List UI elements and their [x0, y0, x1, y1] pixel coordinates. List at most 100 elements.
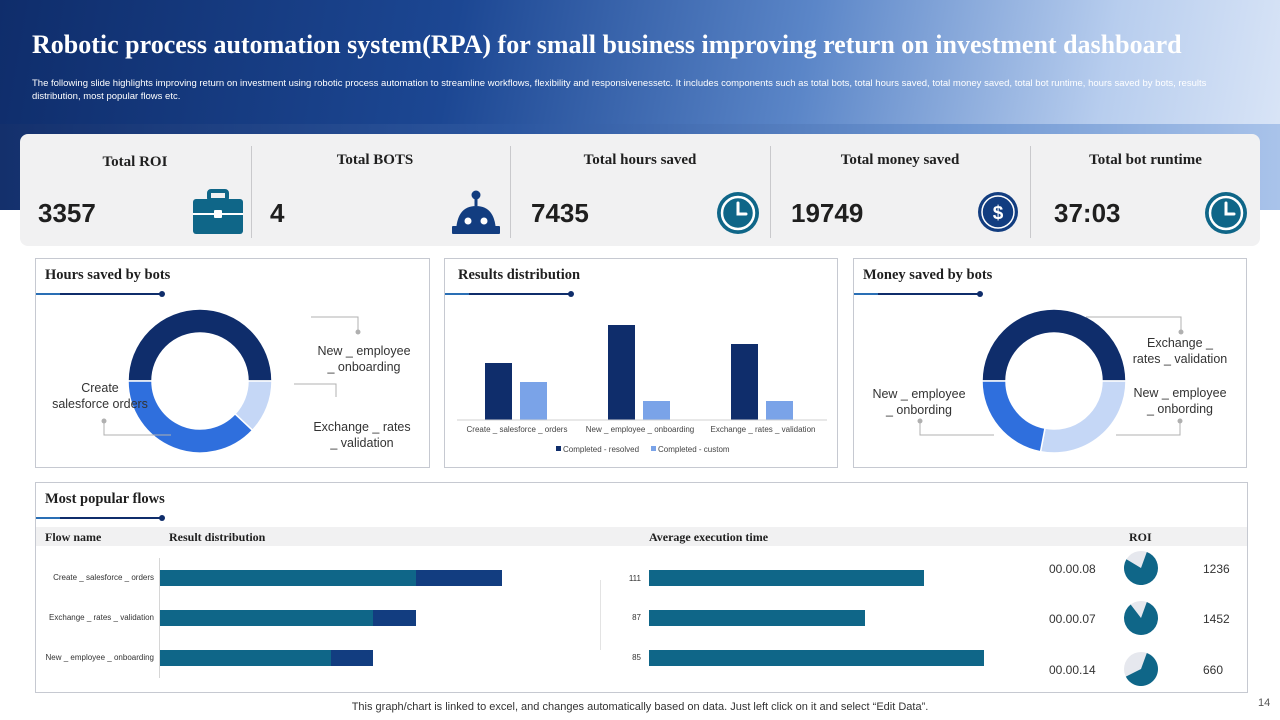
bar-custom: [766, 401, 793, 420]
kpi-label: Total BOTS: [336, 152, 414, 168]
leader-line: [1086, 316, 1182, 332]
label-new-employee: New _ employee _ onboarding: [317, 344, 411, 374]
results-distribution-panel: Results distribution Create _ salesforce…: [444, 258, 838, 468]
roi-pie: [1124, 551, 1158, 585]
label-create-salesforce: Create salesforce orders: [52, 381, 148, 411]
briefcase-icon: [193, 189, 243, 234]
roi-value: 660: [1203, 663, 1224, 677]
leader-dot: [355, 329, 361, 335]
page-title: Robotic process automation system(RPA) f…: [32, 30, 1182, 59]
panel-title: Hours saved by bots: [45, 267, 171, 283]
donut-slices: [981, 308, 1127, 454]
page-number: 14: [1258, 697, 1271, 709]
footer-note: This graph/chart is linked to excel, and…: [351, 701, 929, 713]
exec-time: 00.00.08: [1049, 562, 1096, 576]
result-bar-resolved: [160, 570, 416, 586]
th-average-execution-time: Average execution time: [649, 530, 769, 544]
result-bar-resolved: [160, 610, 373, 626]
bar-resolved: [608, 325, 635, 420]
clock-icon: [717, 192, 759, 234]
leader-line: [1116, 421, 1181, 436]
category-labels: Create _ salesforce _ orders New _ employ…: [467, 425, 816, 434]
exec-bar: [649, 650, 984, 666]
exec-count: 85: [632, 653, 641, 662]
flow-name: Create _ salesforce _ orders: [53, 573, 154, 582]
kpi-total-roi: Total ROI 3357: [20, 134, 250, 246]
title-underline: [854, 291, 983, 297]
roi-pie-slice: [1124, 602, 1158, 635]
popular-flows-panel: Most popular flows: [35, 482, 1248, 693]
roi-pie-slice: [1124, 552, 1158, 585]
kpi-label: Total bot runtime: [1089, 152, 1202, 168]
leader-dot: [917, 418, 923, 424]
dollar-icon: $: [978, 192, 1018, 232]
kpi-divider: [510, 146, 511, 238]
legend-custom: Completed - custom: [658, 445, 730, 454]
flow-name: New _ employee _ onboarding: [45, 653, 154, 662]
money-donut-chart: [917, 308, 1184, 454]
x-tick-label: Exchange _ rates _ validation: [711, 425, 816, 434]
exec-bar: [649, 570, 925, 586]
robot-icon: [452, 190, 500, 234]
bar-custom: [520, 382, 547, 420]
x-tick-label: Create _ salesforce _ orders: [467, 425, 568, 434]
kpi-value: 19749: [791, 198, 864, 228]
exec-count: 87: [632, 613, 641, 622]
bar-resolved: [485, 363, 512, 420]
kpi-value: 3357: [38, 198, 96, 228]
donut-slice: [127, 308, 273, 382]
donut-slice: [981, 380, 1046, 453]
bar-custom: [643, 401, 670, 420]
panel-title: Most popular flows: [45, 491, 165, 507]
title-underline: [445, 291, 574, 297]
leader-dot: [101, 418, 107, 424]
kpi-value: 4: [270, 198, 285, 228]
hours-saved-panel: Hours saved by bots New _ employee _ onb…: [35, 258, 430, 468]
exec-bar: [649, 610, 865, 626]
kpi-label: Total money saved: [840, 152, 960, 168]
leader-dot: [1177, 418, 1183, 424]
legend-swatch-resolved: [556, 446, 561, 451]
hours-donut-chart: [101, 308, 361, 454]
kpi-label: Total ROI: [102, 154, 168, 170]
flow-name: Exchange _ rates _ validation: [49, 613, 154, 622]
th-result-distribution: Result distribution: [169, 530, 266, 544]
page-subtitle: The following slide highlights improving…: [32, 78, 1207, 102]
kpi-value: 7435: [531, 198, 589, 228]
bar-marks: [485, 325, 793, 420]
flows-axis-left: [159, 558, 160, 678]
leader-dot: [1178, 329, 1184, 335]
kpi-total-bot-runtime: Total bot runtime 37:03: [1031, 134, 1260, 246]
panel-title: Results distribution: [458, 267, 581, 283]
result-bar-custom: [416, 570, 502, 586]
x-tick-label: New _ employee _ onboarding: [586, 425, 695, 434]
legend-resolved: Completed - resolved: [563, 445, 639, 454]
exec-time: 00.00.14: [1049, 663, 1096, 677]
th-flow-name: Flow name: [45, 530, 102, 544]
legend-swatch-custom: [651, 446, 656, 451]
roi-value: 1452: [1203, 612, 1230, 626]
label-exchange-rates: Exchange _ rates _ validation: [313, 420, 411, 450]
result-bar-custom: [373, 610, 416, 626]
kpi-divider: [770, 146, 771, 238]
title-underline: [36, 515, 165, 521]
th-roi: ROI: [1129, 530, 1152, 544]
result-bar-custom: [331, 650, 373, 666]
leader-line: [919, 421, 994, 436]
kpi-total-money-saved: Total money saved 19749 $: [771, 134, 1029, 246]
leader-line: [311, 316, 359, 332]
result-bar-resolved: [160, 650, 331, 666]
bar-resolved: [731, 344, 758, 420]
clock-icon: [1205, 192, 1247, 234]
kpi-divider: [1030, 146, 1031, 238]
donut-slice: [1039, 380, 1127, 454]
kpi-total-bots: Total BOTS 4: [252, 134, 510, 246]
donut-slice: [981, 308, 1127, 382]
roi-pie: [1124, 652, 1158, 686]
label-new-employee-left: New _ employee _ onbording: [872, 387, 966, 417]
leader-line: [103, 421, 171, 436]
label-exchange-rates: Exchange _ rates _ validation: [1132, 336, 1228, 366]
svg-text:$: $: [993, 203, 1004, 224]
money-saved-panel: Money saved by bots Exchange _ rates _ v…: [853, 258, 1247, 468]
roi-pie: [1124, 601, 1158, 635]
